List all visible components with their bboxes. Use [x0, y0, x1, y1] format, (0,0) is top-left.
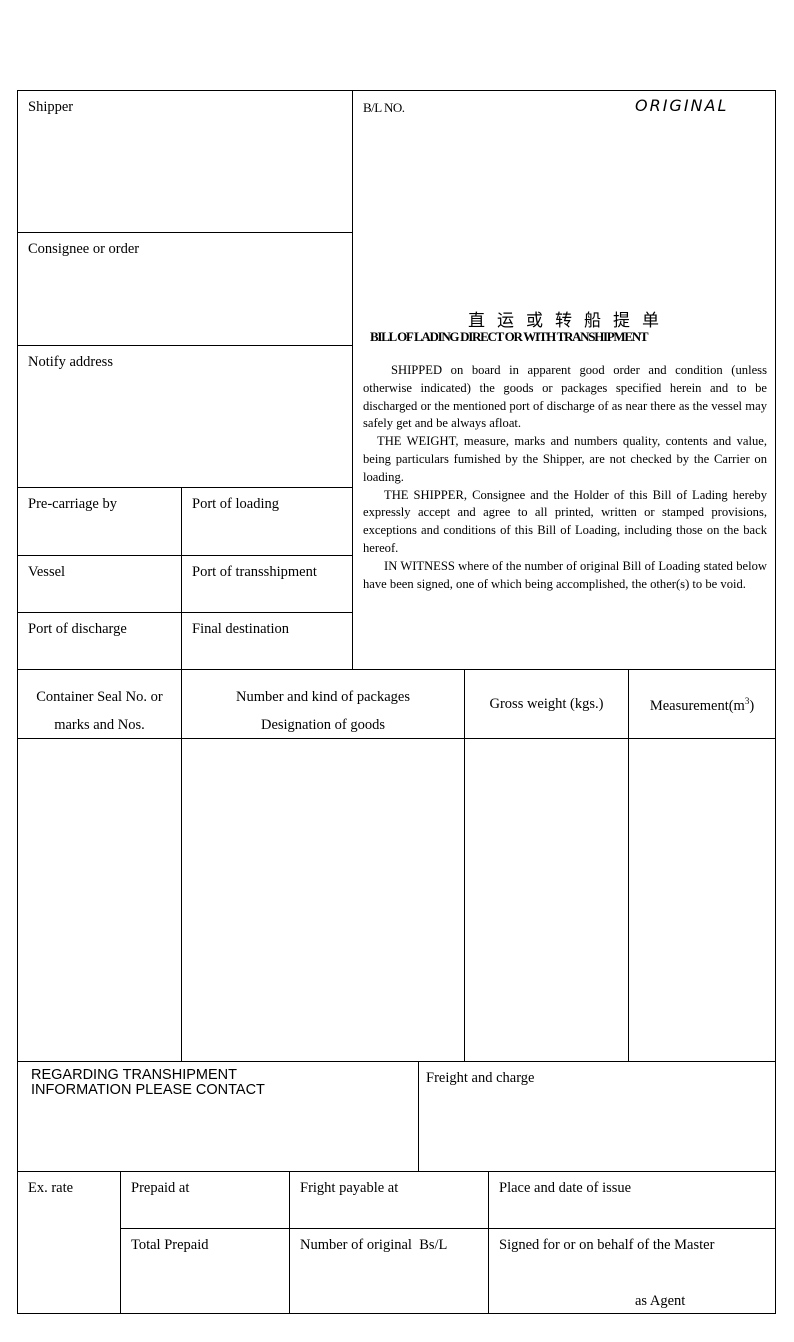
vessel-label: Vessel	[28, 564, 66, 580]
measurement-label: Measurement(m	[649, 697, 745, 714]
container-column[interactable]	[17, 738, 182, 1062]
container-header: Container Seal No. or marks and Nos.	[17, 669, 182, 739]
prepaid-at-label: Prepaid at	[131, 1180, 190, 1196]
notify-label: Notify address	[28, 354, 113, 370]
total-prepaid-field[interactable]: Total Prepaid	[120, 1228, 290, 1314]
packages-header: Number and kind of packages Designation o…	[181, 669, 465, 739]
prepaid-at-field[interactable]: Prepaid at	[120, 1171, 290, 1229]
bl-no-label: B/L NO.	[363, 100, 405, 115]
port-loading-field[interactable]: Port of loading	[181, 487, 353, 556]
pre-carriage-field[interactable]: Pre-carriage by	[17, 487, 182, 556]
place-date-label: Place and date of issue	[499, 1180, 632, 1196]
regarding-label-2: INFORMATION PLEASE CONTACT	[31, 1082, 265, 1098]
gross-weight-header: Gross weight (kgs.)	[464, 669, 629, 739]
packages-label-1: Number and kind of packages	[236, 689, 410, 705]
port-loading-label: Port of loading	[192, 496, 279, 512]
ex-rate-label: Ex. rate	[28, 1180, 74, 1196]
notify-field[interactable]: Notify address	[17, 345, 353, 488]
signature-field[interactable]: Signed for or on behalf of the Master as …	[488, 1228, 776, 1314]
port-discharge-field[interactable]: Port of discharge	[17, 612, 182, 670]
regarding-label-1: REGARDING TRANSHIPMENT	[31, 1067, 237, 1083]
terms-paragraph: THE SHIPPER, Consignee and the Holder of…	[363, 487, 767, 555]
num-original-field[interactable]: Number of original Bs/L	[289, 1228, 489, 1314]
terms-paragraph: SHIPPED on board in apparent good order …	[363, 363, 767, 431]
fright-payable-label: Fright payable at	[300, 1180, 399, 1196]
gross-weight-column[interactable]	[464, 738, 629, 1062]
pre-carriage-label: Pre-carriage by	[28, 496, 117, 512]
terms-text: SHIPPED on board in apparent good order …	[363, 362, 767, 593]
packages-label-2: Designation of goods	[260, 717, 386, 733]
container-label-2: marks and Nos.	[54, 717, 145, 733]
gross-weight-label: Gross weight (kgs.)	[489, 696, 604, 712]
freight-box[interactable]: Freight and charge	[418, 1061, 776, 1172]
measurement-header: Measurement(m3)	[628, 669, 776, 739]
regarding-box[interactable]: REGARDING TRANSHIPMENT INFORMATION PLEASE…	[17, 1061, 419, 1172]
total-prepaid-label: Total Prepaid	[131, 1237, 209, 1253]
port-transshipment-field[interactable]: Port of transshipment	[181, 555, 353, 613]
measurement-column[interactable]	[628, 738, 776, 1062]
shipper-field[interactable]: Shipper	[17, 90, 353, 233]
terms-paragraph: THE WEIGHT, measure, marks and numbers q…	[363, 434, 767, 484]
title-chinese: 直运或转船提单	[468, 311, 671, 331]
consignee-label: Consignee or order	[28, 241, 140, 257]
packages-column[interactable]	[181, 738, 465, 1062]
shipper-label: Shipper	[28, 99, 74, 115]
fright-payable-field[interactable]: Fright payable at	[289, 1171, 489, 1229]
measurement-end: )	[749, 697, 755, 714]
measurement-sup: 3	[744, 696, 750, 706]
original-stamp: ORIGINAL	[635, 96, 729, 115]
port-transshipment-label: Port of transshipment	[192, 564, 317, 580]
vessel-field[interactable]: Vessel	[17, 555, 182, 613]
signed-label: Signed for or on behalf of the Master	[499, 1237, 715, 1253]
num-original-label: Number of original Bs/L	[300, 1237, 448, 1253]
final-destination-label: Final destination	[192, 621, 290, 637]
ex-rate-field[interactable]: Ex. rate	[17, 1171, 121, 1314]
terms-paragraph: IN WITNESS where of the number of origin…	[363, 558, 767, 591]
freight-label: Freight and charge	[426, 1070, 535, 1086]
final-destination-field[interactable]: Final destination	[181, 612, 353, 670]
as-agent-label: as Agent	[635, 1293, 686, 1309]
port-discharge-label: Port of discharge	[28, 621, 127, 637]
container-label-1: Container Seal No. or	[36, 689, 163, 705]
consignee-field[interactable]: Consignee or order	[17, 232, 353, 346]
place-date-field[interactable]: Place and date of issue	[488, 1171, 776, 1229]
title-english: BILL OF LADING DIRECT OR WITH TRANSHIPME…	[370, 329, 649, 344]
